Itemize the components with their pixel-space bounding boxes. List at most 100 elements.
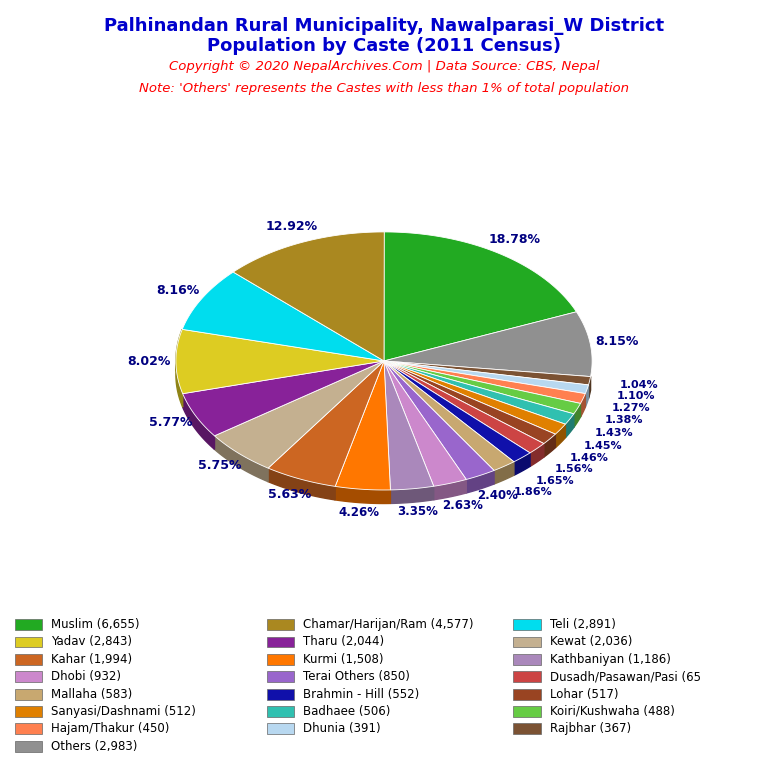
- Text: Hajam/Thakur (450): Hajam/Thakur (450): [51, 722, 170, 735]
- Polygon shape: [530, 444, 544, 466]
- Polygon shape: [390, 486, 434, 504]
- Text: Dhobi (932): Dhobi (932): [51, 670, 121, 684]
- FancyBboxPatch shape: [514, 671, 541, 682]
- Text: 8.02%: 8.02%: [127, 355, 170, 368]
- Polygon shape: [183, 394, 214, 449]
- Text: Terai Others (850): Terai Others (850): [303, 670, 410, 684]
- Polygon shape: [384, 361, 591, 385]
- Text: 1.04%: 1.04%: [620, 380, 658, 390]
- FancyBboxPatch shape: [267, 637, 294, 647]
- Polygon shape: [183, 361, 384, 435]
- Polygon shape: [384, 361, 581, 414]
- Text: Dusadh/Pasawan/Pasi (65: Dusadh/Pasawan/Pasi (65: [550, 670, 700, 684]
- Text: 1.45%: 1.45%: [584, 441, 622, 451]
- Text: Kahar (1,994): Kahar (1,994): [51, 653, 132, 666]
- FancyBboxPatch shape: [15, 671, 42, 682]
- Text: Dhunia (391): Dhunia (391): [303, 722, 381, 735]
- Polygon shape: [384, 361, 588, 393]
- Polygon shape: [384, 361, 530, 462]
- Text: 1.10%: 1.10%: [617, 391, 655, 401]
- Text: 5.77%: 5.77%: [149, 416, 193, 429]
- Polygon shape: [214, 435, 268, 482]
- Text: Note: 'Others' represents the Castes with less than 1% of total population: Note: 'Others' represents the Castes wit…: [139, 82, 629, 95]
- Text: 1.27%: 1.27%: [611, 402, 650, 412]
- Text: 4.26%: 4.26%: [338, 506, 379, 519]
- Polygon shape: [233, 232, 384, 361]
- FancyBboxPatch shape: [15, 689, 42, 700]
- Text: 2.40%: 2.40%: [478, 489, 518, 502]
- Polygon shape: [384, 361, 565, 434]
- Text: Muslim (6,655): Muslim (6,655): [51, 618, 140, 631]
- Text: Rajbhar (367): Rajbhar (367): [550, 722, 631, 735]
- Text: Chamar/Harijan/Ram (4,577): Chamar/Harijan/Ram (4,577): [303, 618, 474, 631]
- Polygon shape: [384, 232, 577, 361]
- FancyBboxPatch shape: [514, 637, 541, 647]
- Polygon shape: [176, 329, 384, 394]
- Polygon shape: [384, 361, 494, 479]
- Text: Teli (2,891): Teli (2,891): [550, 618, 615, 631]
- Text: 1.46%: 1.46%: [570, 452, 609, 462]
- Polygon shape: [268, 361, 384, 486]
- Polygon shape: [514, 453, 530, 475]
- Polygon shape: [384, 361, 555, 444]
- Polygon shape: [585, 385, 588, 407]
- FancyBboxPatch shape: [15, 637, 42, 647]
- Polygon shape: [384, 361, 544, 453]
- Text: 1.56%: 1.56%: [554, 465, 593, 475]
- Text: 3.35%: 3.35%: [397, 505, 438, 518]
- Polygon shape: [335, 486, 390, 504]
- Text: Sanyasi/Dashnami (512): Sanyasi/Dashnami (512): [51, 705, 196, 718]
- Polygon shape: [581, 393, 585, 417]
- Polygon shape: [384, 361, 466, 486]
- Text: 5.63%: 5.63%: [268, 488, 311, 501]
- Polygon shape: [268, 468, 335, 500]
- FancyBboxPatch shape: [514, 723, 541, 734]
- FancyBboxPatch shape: [514, 654, 541, 665]
- Text: Lohar (517): Lohar (517): [550, 687, 618, 700]
- FancyBboxPatch shape: [15, 619, 42, 630]
- FancyBboxPatch shape: [15, 706, 42, 717]
- Polygon shape: [384, 361, 514, 471]
- Polygon shape: [384, 312, 592, 376]
- Text: Others (2,983): Others (2,983): [51, 740, 137, 753]
- Polygon shape: [384, 361, 434, 490]
- Polygon shape: [182, 272, 384, 361]
- Text: Koiri/Kushwaha (488): Koiri/Kushwaha (488): [550, 705, 674, 718]
- Polygon shape: [434, 479, 466, 500]
- Text: 1.65%: 1.65%: [536, 475, 574, 485]
- Polygon shape: [176, 329, 183, 407]
- Text: 8.16%: 8.16%: [157, 284, 200, 297]
- FancyBboxPatch shape: [267, 671, 294, 682]
- FancyBboxPatch shape: [514, 689, 541, 700]
- Text: Tharu (2,044): Tharu (2,044): [303, 635, 385, 648]
- Text: 2.63%: 2.63%: [442, 498, 482, 511]
- Text: 1.43%: 1.43%: [595, 428, 634, 438]
- Text: Kathbaniyan (1,186): Kathbaniyan (1,186): [550, 653, 670, 666]
- Text: Kurmi (1,508): Kurmi (1,508): [303, 653, 384, 666]
- Polygon shape: [555, 424, 565, 448]
- Polygon shape: [565, 414, 574, 438]
- Text: 1.38%: 1.38%: [604, 415, 643, 425]
- Text: 5.75%: 5.75%: [198, 459, 242, 472]
- Text: Population by Caste (2011 Census): Population by Caste (2011 Census): [207, 37, 561, 55]
- FancyBboxPatch shape: [514, 706, 541, 717]
- Text: Palhinandan Rural Municipality, Nawalparasi_W District: Palhinandan Rural Municipality, Nawalpar…: [104, 17, 664, 35]
- FancyBboxPatch shape: [15, 723, 42, 734]
- Polygon shape: [588, 376, 591, 399]
- FancyBboxPatch shape: [267, 654, 294, 665]
- FancyBboxPatch shape: [267, 619, 294, 630]
- Polygon shape: [494, 462, 514, 484]
- Polygon shape: [466, 471, 494, 493]
- Text: 12.92%: 12.92%: [266, 220, 317, 233]
- Text: Kewat (2,036): Kewat (2,036): [550, 635, 632, 648]
- Text: 18.78%: 18.78%: [488, 233, 541, 247]
- FancyBboxPatch shape: [267, 706, 294, 717]
- FancyBboxPatch shape: [15, 740, 42, 752]
- Polygon shape: [384, 361, 574, 424]
- FancyBboxPatch shape: [267, 723, 294, 734]
- Polygon shape: [544, 434, 555, 457]
- Polygon shape: [214, 361, 384, 468]
- Text: 1.86%: 1.86%: [514, 487, 552, 497]
- Text: Badhaee (506): Badhaee (506): [303, 705, 391, 718]
- FancyBboxPatch shape: [514, 619, 541, 630]
